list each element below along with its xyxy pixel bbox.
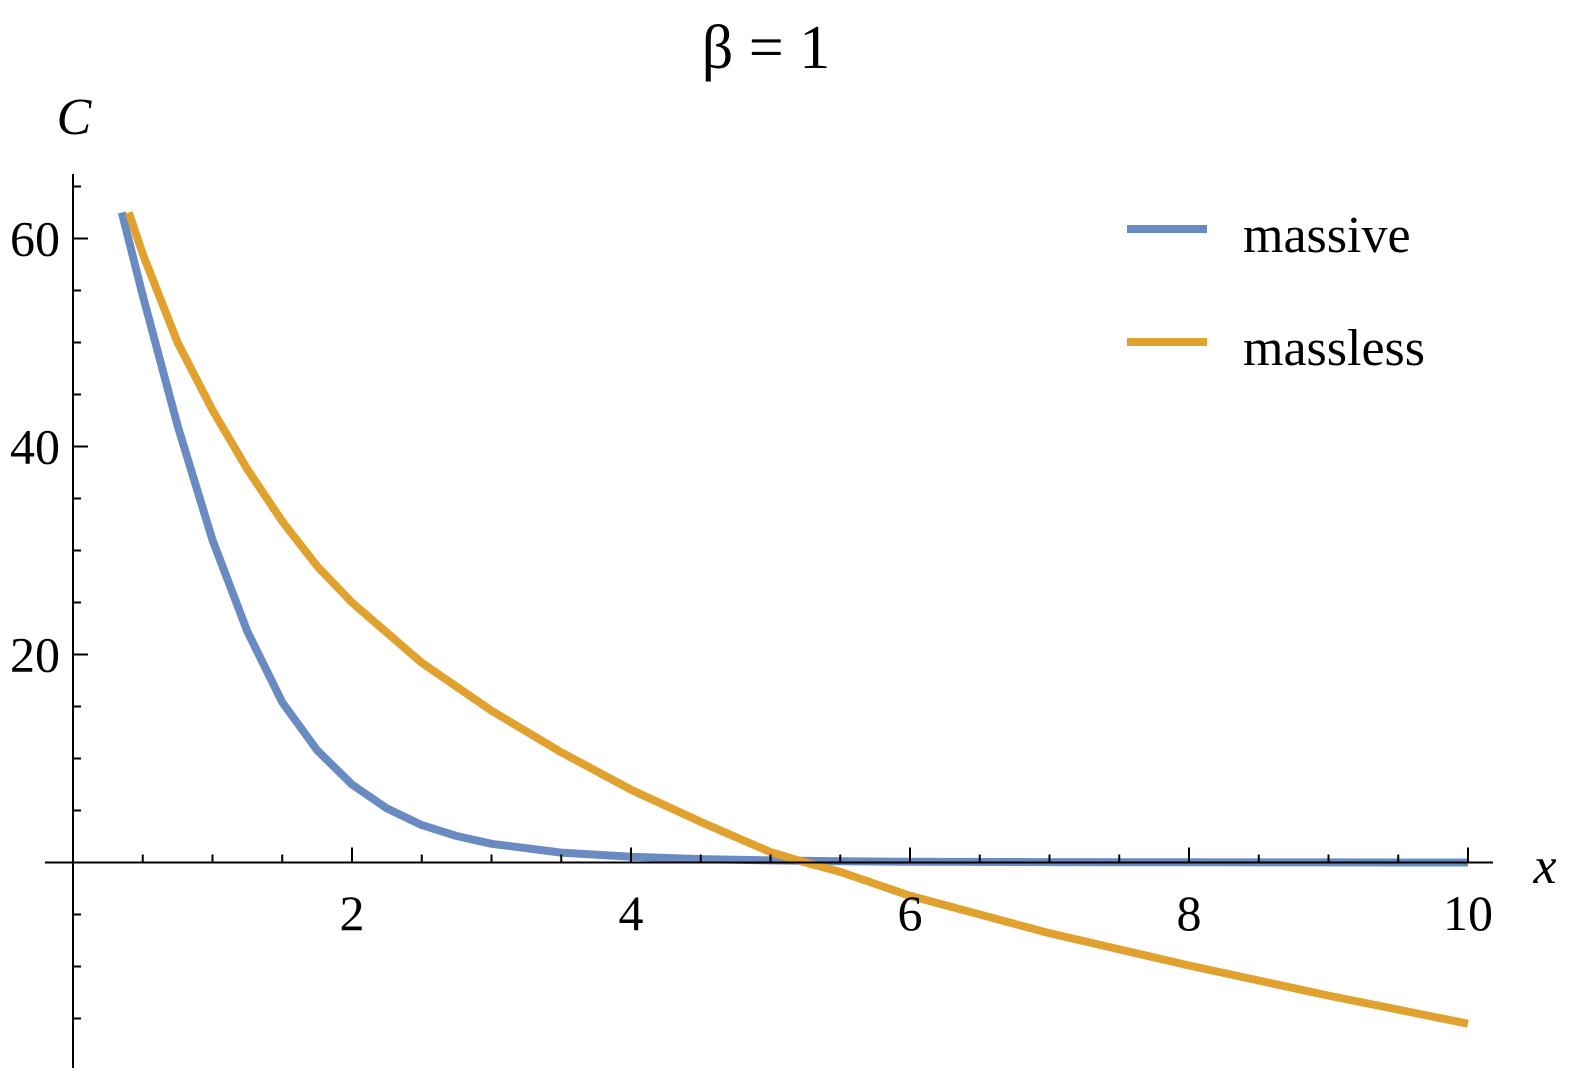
axes: 2 4 6 8 10 20 40 60	[10, 174, 1493, 1068]
y-tick-label: 20	[10, 627, 60, 683]
y-tick-label: 60	[10, 211, 60, 267]
series-line-massless	[125, 211, 1469, 1028]
x-tick-label: 10	[1443, 885, 1493, 941]
y-axis-label: C	[57, 89, 93, 146]
legend-label-massive: massive	[1243, 207, 1411, 264]
x-tick-label: 6	[898, 885, 923, 941]
x-tick-label: 2	[340, 885, 365, 941]
legend: massive massless	[1127, 207, 1425, 377]
x-axis-label: x	[1532, 838, 1556, 895]
x-tick-label: 8	[1177, 885, 1202, 941]
series-line-massive	[117, 211, 1469, 867]
x-tick-label: 4	[619, 885, 644, 941]
chart-title: β = 1	[702, 14, 831, 82]
y-tick-label: 40	[10, 419, 60, 475]
legend-label-massless: massless	[1243, 320, 1425, 377]
